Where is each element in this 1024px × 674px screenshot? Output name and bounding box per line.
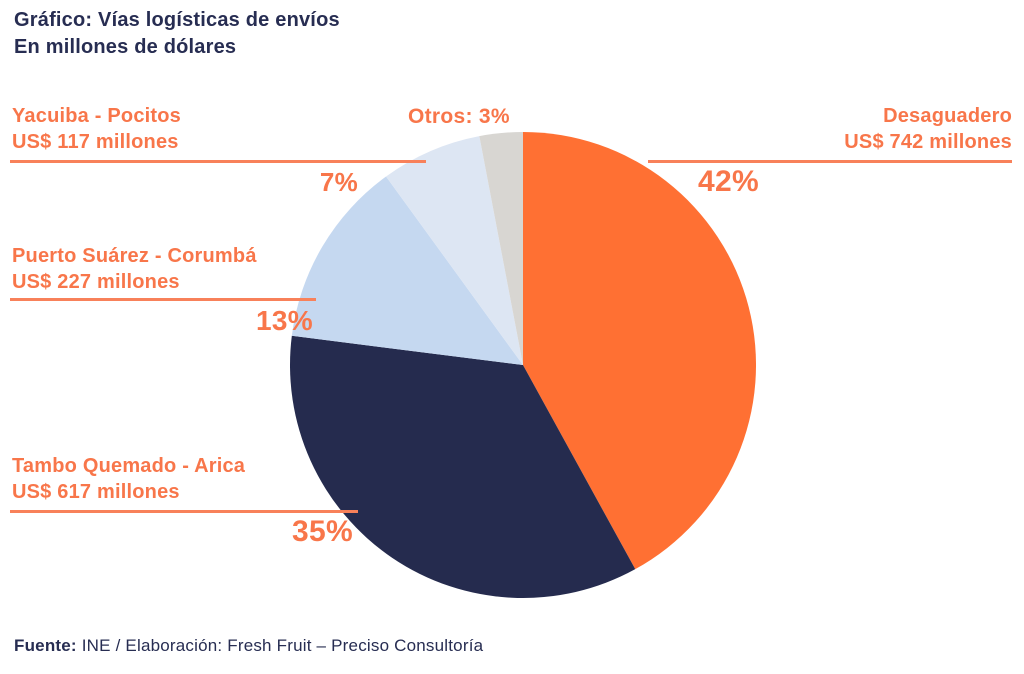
callout-yacuiba-value: US$ 117 millones (12, 131, 179, 153)
pct-label-tambo-quemado: 35% (292, 515, 353, 548)
callout-yacuiba-pocitos: Yacuiba - Pocitos US$ 117 millones (12, 103, 181, 155)
callout-tambo-quemado-arica: Tambo Quemado - Arica US$ 617 millones (12, 453, 245, 505)
callout-otros: Otros: 3% (408, 105, 510, 128)
pie-slice-Desaguadero (523, 132, 757, 570)
pie-slice-Tambo Quemado - Arica (290, 335, 636, 598)
pct-label-yacuiba: 7% (319, 167, 358, 197)
pie-slice-Otros (479, 132, 523, 365)
pct-label-puerto-suarez: 13% (256, 305, 313, 336)
pie-slice-Puerto Suárez - Corumbá (291, 176, 523, 365)
chart-title-prefix: Gráfico: (14, 9, 93, 31)
callout-tambo-value: US$ 617 millones (12, 481, 180, 503)
chart-title: Gráfico: Vías logísticas de envíos En mi… (14, 7, 340, 61)
callout-desaguadero-name: Desaguadero (883, 105, 1012, 127)
pct-label-desaguadero: 42% (698, 165, 759, 198)
leader-line-yacuiba (10, 160, 426, 163)
callout-desaguadero: Desaguadero US$ 742 millones (712, 103, 1012, 155)
callout-puerto-name: Puerto Suárez - Corumbá (12, 245, 257, 267)
source-prefix: Fuente: (14, 636, 77, 655)
chart-title-main: Vías logísticas de envíos (92, 9, 340, 31)
callout-puerto-suarez-corumba: Puerto Suárez - Corumbá US$ 227 millones (12, 243, 257, 295)
pie-chart-area (290, 132, 757, 598)
leader-line-desaguadero (648, 160, 1012, 163)
chart-title-line1: Gráfico: Vías logísticas de envíos (14, 7, 340, 34)
source-line: Fuente: INE / Elaboración: Fresh Fruit –… (14, 636, 483, 656)
callout-puerto-value: US$ 227 millones (12, 271, 180, 293)
callout-yacuiba-name: Yacuiba - Pocitos (12, 105, 182, 127)
pie-slice-Yacuiba - Pocitos (386, 136, 523, 365)
chart-subtitle: En millones de dólares (14, 36, 237, 58)
callout-desaguadero-value: US$ 742 millones (844, 131, 1012, 153)
leader-line-puerto-suarez (10, 298, 316, 301)
leader-line-tambo-quemado (10, 510, 358, 513)
callout-tambo-name: Tambo Quemado - Arica (12, 455, 246, 477)
pie-chart (290, 132, 757, 598)
source-text: INE / Elaboración: Fresh Fruit – Preciso… (76, 636, 484, 655)
